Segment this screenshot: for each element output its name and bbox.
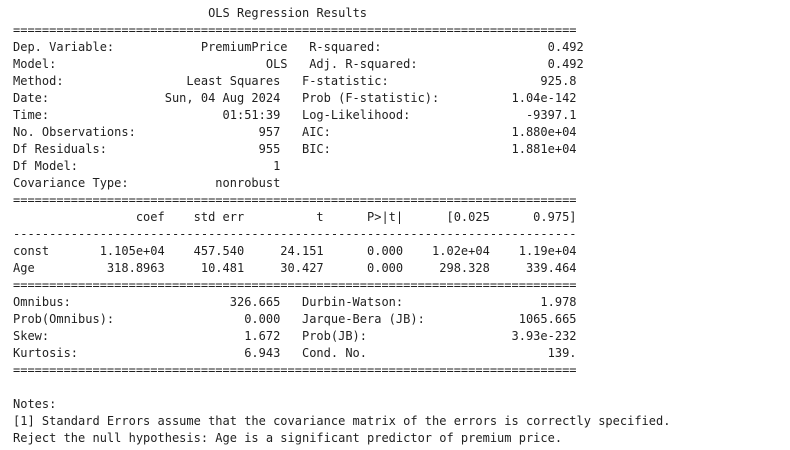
- coef-table-header: coef std err t P>|t| [0.025 0.975]: [13, 210, 577, 224]
- summary-row-df-model: Df Model: 1: [13, 159, 281, 173]
- diagnostic-row-prob-omnibus: Prob(Omnibus): 0.000 Jarque-Bera (JB): 1…: [13, 312, 577, 326]
- notes-heading: Notes:: [13, 397, 57, 411]
- ols-regression-output: OLS Regression Results ==================…: [13, 5, 670, 447]
- note-standard-errors: [1] Standard Errors assume that the cova…: [13, 414, 671, 428]
- coef-row-const: const 1.105e+04 457.540 24.151 0.000 1.0…: [13, 244, 577, 258]
- separator-double: ========================================…: [13, 363, 577, 377]
- summary-row-date: Date: Sun, 04 Aug 2024 Prob (F-statistic…: [13, 91, 577, 105]
- summary-row-method: Method: Least Squares F-statistic: 925.8: [13, 74, 577, 88]
- summary-row-dep-variable: Dep. Variable: PremiumPrice R-squared: 0…: [13, 40, 584, 54]
- diagnostic-row-omnibus: Omnibus: 326.665 Durbin-Watson: 1.978: [13, 295, 577, 309]
- conclusion-text: Reject the null hypothesis: Age is a sig…: [13, 431, 563, 445]
- diagnostic-row-skew: Skew: 1.672 Prob(JB): 3.93e-232: [13, 329, 577, 343]
- separator-double: ========================================…: [13, 278, 577, 292]
- report-title: OLS Regression Results: [208, 6, 368, 20]
- summary-row-covariance-type: Covariance Type: nonrobust: [13, 176, 281, 190]
- summary-row-df-residuals: Df Residuals: 955 BIC: 1.881e+04: [13, 142, 577, 156]
- separator-double: ========================================…: [13, 193, 577, 207]
- blank-line: [13, 379, 670, 396]
- diagnostic-row-kurtosis: Kurtosis: 6.943 Cond. No. 139.: [13, 346, 577, 360]
- summary-row-time: Time: 01:51:39 Log-Likelihood: -9397.1: [13, 108, 577, 122]
- separator-double: ========================================…: [13, 23, 577, 37]
- coef-row-age: Age 318.8963 10.481 30.427 0.000 298.328…: [13, 261, 577, 275]
- separator-single: ----------------------------------------…: [13, 227, 577, 241]
- summary-row-no-observations: No. Observations: 957 AIC: 1.880e+04: [13, 125, 577, 139]
- summary-row-model: Model: OLS Adj. R-squared: 0.492: [13, 57, 584, 71]
